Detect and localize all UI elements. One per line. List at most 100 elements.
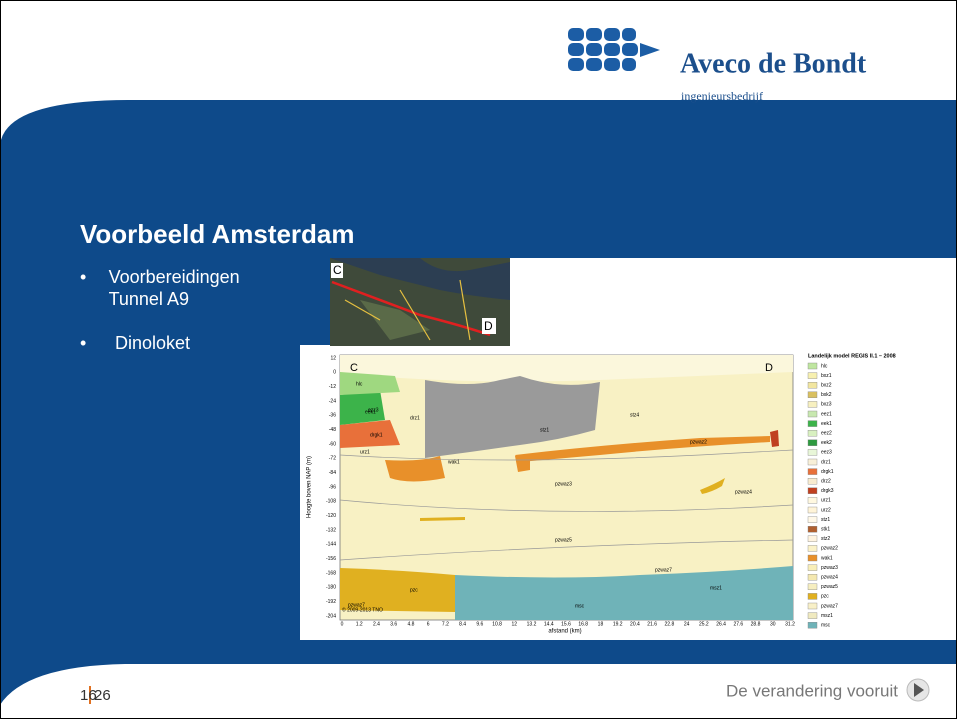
- page-number: 16: [80, 687, 97, 704]
- unit-label: pzwaz2: [690, 439, 707, 445]
- x-tick-label: 9.6: [476, 621, 483, 627]
- x-tick-label: 19.2: [613, 621, 623, 627]
- legend-code: msc: [821, 623, 831, 629]
- unit-label: eek1: [365, 409, 376, 415]
- legend-code: bxk2: [821, 392, 832, 398]
- unit-label: pzwaz5: [555, 537, 572, 543]
- legend-swatch: [807, 372, 818, 379]
- legend-swatch: [807, 622, 818, 629]
- x-tick-label: 7.2: [442, 621, 449, 627]
- legend-code: pzwaz4: [821, 575, 838, 581]
- legend-swatch: [807, 506, 818, 514]
- legend-swatch: [807, 545, 818, 552]
- unit-label: wak1: [448, 459, 460, 465]
- legend-swatch: [807, 420, 818, 427]
- y-tick-label: -108: [326, 499, 336, 505]
- bullet-list: • Voorbereidingen Tunnel A9 • Dinoloket: [80, 266, 310, 354]
- x-tick-label: 31.2: [785, 621, 795, 627]
- legend-swatch: [807, 526, 818, 533]
- legend-title: Landelijk model REGIS II.1 – 2008: [808, 353, 896, 359]
- legend-code: eek2: [821, 440, 832, 446]
- y-tick-label: -36: [329, 413, 336, 419]
- legend-code: eez3: [821, 450, 832, 456]
- y-tick-label: 12: [330, 355, 336, 361]
- image-area: [510, 258, 957, 346]
- logo-name: Aveco de Bondt: [680, 48, 867, 79]
- legend-swatch: [807, 401, 818, 408]
- x-tick-label: 16.8: [578, 621, 588, 627]
- x-tick-label: 8.4: [459, 621, 466, 627]
- legend-code: eez1: [821, 411, 832, 417]
- x-tick-label: 28.8: [751, 621, 761, 627]
- bullet-text: Voorbereidingen Tunnel A9: [108, 267, 240, 309]
- y-tick-label: -204: [326, 613, 336, 619]
- legend-swatch: [807, 382, 818, 389]
- y-tick-label: -180: [326, 585, 336, 591]
- unit-label: drz1: [410, 415, 420, 421]
- legend-code: pzwaz3: [821, 565, 838, 571]
- page-total: 26: [94, 687, 111, 704]
- unit-label: msc: [575, 603, 585, 609]
- legend-swatch: [807, 554, 818, 562]
- x-tick-label: 15.6: [561, 621, 571, 627]
- x-tick-label: 22.8: [665, 621, 675, 627]
- legend-swatch: [807, 458, 818, 466]
- unit-label: stz1: [540, 427, 549, 433]
- x-tick-label: 30: [770, 621, 776, 627]
- unit-label: pzwaz7: [348, 602, 365, 608]
- legend-swatch: [807, 362, 818, 370]
- x-tick-label: 20.4: [630, 621, 640, 627]
- legend-swatch: [807, 439, 818, 446]
- unit-label: hlc: [356, 381, 363, 387]
- bullet: • Voorbereidingen Tunnel A9: [80, 266, 285, 310]
- y-tick-label: -72: [329, 456, 336, 462]
- legend-code: pzwaz5: [821, 584, 838, 590]
- legend-code: eez2: [821, 431, 832, 437]
- x-axis-label: afstand (km): [548, 629, 581, 635]
- y-tick-label: -156: [326, 556, 336, 562]
- section-label: D: [765, 362, 773, 374]
- y-tick-label: -144: [326, 542, 336, 548]
- y-axis-label: Hoogte boven NAP (m): [307, 456, 313, 518]
- unit-label: ezz3: [368, 407, 379, 413]
- x-tick-label: 4.8: [407, 621, 414, 627]
- play-icon: [914, 683, 924, 697]
- y-tick-label: -60: [329, 441, 336, 447]
- unit-label: msz1: [710, 585, 722, 591]
- y-tick-label: -120: [326, 513, 336, 519]
- legend-swatch: [807, 583, 818, 590]
- bullet-text: Dinoloket: [115, 333, 191, 353]
- unit-label: drgk1: [370, 432, 383, 438]
- legend-code: hlc: [821, 363, 828, 369]
- x-tick-label: 26.4: [716, 621, 726, 627]
- x-tick-label: 21.6: [647, 621, 657, 627]
- x-tick-label: 18: [598, 621, 604, 627]
- unit-label: pzwaz3: [555, 481, 572, 487]
- legend-code: urz2: [821, 507, 831, 513]
- legend-swatch: [807, 487, 818, 494]
- legend-code: bxz1: [821, 373, 832, 379]
- y-tick-label: -48: [329, 427, 336, 433]
- x-tick-label: 2.4: [373, 621, 380, 627]
- legend-code: pzc: [821, 594, 829, 600]
- y-tick-label: -192: [326, 599, 336, 605]
- legend-code: drgk1: [821, 469, 834, 475]
- legend-code: msz1: [821, 613, 833, 619]
- unit-label: pzc: [410, 587, 418, 593]
- legend-swatch: [807, 497, 818, 504]
- x-tick-label: 1.2: [356, 621, 363, 627]
- copyright: © 2009-2013 TNO: [342, 606, 383, 613]
- logo-tagline: ingenieursbedrijf: [681, 89, 763, 103]
- x-tick-label: 24: [684, 621, 690, 627]
- legend-code: drz2: [821, 479, 831, 485]
- unit-label: pzwaz4: [735, 489, 752, 495]
- x-tick-label: 27.6: [733, 621, 743, 627]
- map-label: D: [484, 319, 493, 333]
- section-label: C: [350, 362, 358, 374]
- slogan: De verandering vooruit: [726, 681, 898, 700]
- x-tick-label: 3.6: [390, 621, 397, 627]
- legend-code: pzwaz7: [821, 603, 838, 609]
- legend-swatch: [807, 391, 818, 398]
